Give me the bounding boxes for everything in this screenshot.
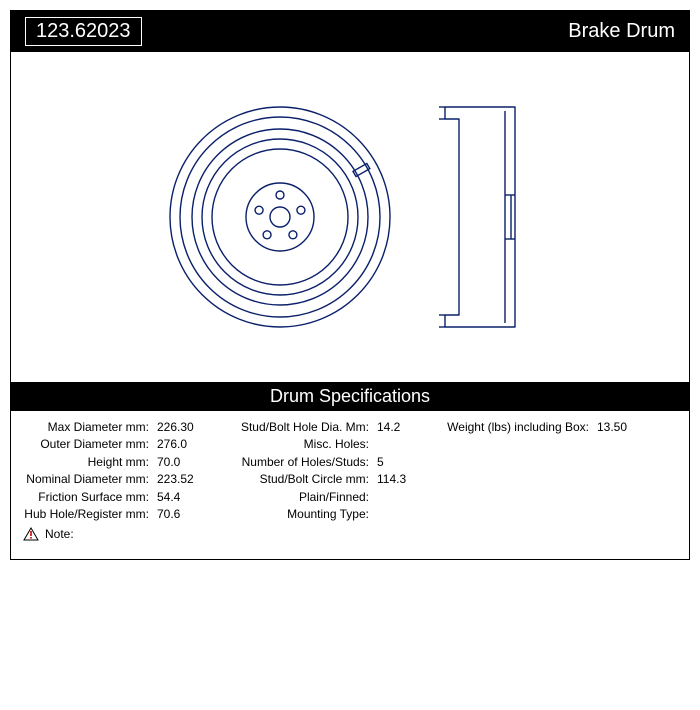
spec-column-1: Max Diameter mm:226.30Outer Diameter mm:… [23, 419, 223, 541]
spec-row: Plain/Finned: [233, 489, 423, 506]
spec-row: Stud/Bolt Hole Dia. Mm:14.2 [233, 419, 423, 436]
spec-row: Weight (lbs) including Box:13.50 [433, 419, 677, 436]
spec-row: Outer Diameter mm:276.0 [23, 436, 223, 453]
spec-label: Friction Surface mm: [23, 489, 153, 506]
spec-value [373, 506, 377, 523]
spec-label: Plain/Finned: [233, 489, 373, 506]
spec-label: Nominal Diameter mm: [23, 471, 153, 488]
spec-row: Hub Hole/Register mm:70.6 [23, 506, 223, 523]
spec-value: 14.2 [373, 419, 400, 436]
spec-label: Weight (lbs) including Box: [433, 419, 593, 436]
part-number: 123.62023 [25, 17, 142, 46]
spec-value: 13.50 [593, 419, 627, 436]
spec-label: Stud/Bolt Hole Dia. Mm: [233, 419, 373, 436]
spec-label: Stud/Bolt Circle mm: [233, 471, 373, 488]
spec-row: Nominal Diameter mm:223.52 [23, 471, 223, 488]
spec-value: 5 [373, 454, 384, 471]
spec-value: 226.30 [153, 419, 194, 436]
spec-row: Number of Holes/Studs:5 [233, 454, 423, 471]
spec-value: 223.52 [153, 471, 194, 488]
spec-value: 114.3 [373, 471, 406, 488]
spec-label: Mounting Type: [233, 506, 373, 523]
spec-value [373, 436, 377, 453]
note-label: Note: [45, 527, 74, 541]
header-bar: 123.62023 Brake Drum [11, 11, 689, 52]
spec-body: Max Diameter mm:226.30Outer Diameter mm:… [11, 411, 689, 559]
spec-row: Misc. Holes: [233, 436, 423, 453]
spec-row: Max Diameter mm:226.30 [23, 419, 223, 436]
part-name: Brake Drum [568, 20, 675, 43]
spec-column-2: Stud/Bolt Hole Dia. Mm:14.2Misc. Holes:N… [233, 419, 423, 541]
spec-column-3: Weight (lbs) including Box:13.50 [433, 419, 677, 541]
spec-label: Outer Diameter mm: [23, 436, 153, 453]
brake-drum-side-diagram [425, 92, 535, 342]
spec-row: Mounting Type: [233, 506, 423, 523]
diagram-area [11, 52, 689, 382]
spec-value: 70.0 [153, 454, 180, 471]
spec-row: Friction Surface mm:54.4 [23, 489, 223, 506]
spec-value [373, 489, 377, 506]
spec-value: 54.4 [153, 489, 180, 506]
spec-label: Misc. Holes: [233, 436, 373, 453]
spec-value: 276.0 [153, 436, 187, 453]
spec-label: Max Diameter mm: [23, 419, 153, 436]
spec-row: Stud/Bolt Circle mm:114.3 [233, 471, 423, 488]
spec-section-header: Drum Specifications [11, 382, 689, 411]
spec-value: 70.6 [153, 506, 180, 523]
spec-row: Height mm:70.0 [23, 454, 223, 471]
spec-label: Hub Hole/Register mm: [23, 506, 153, 523]
spec-label: Height mm: [23, 454, 153, 471]
warning-icon [23, 527, 39, 541]
note-row: Note: [23, 527, 223, 541]
brake-drum-front-diagram [165, 102, 395, 332]
spec-label: Number of Holes/Studs: [233, 454, 373, 471]
spec-sheet: 123.62023 Brake Drum Drum Specifications… [10, 10, 690, 560]
